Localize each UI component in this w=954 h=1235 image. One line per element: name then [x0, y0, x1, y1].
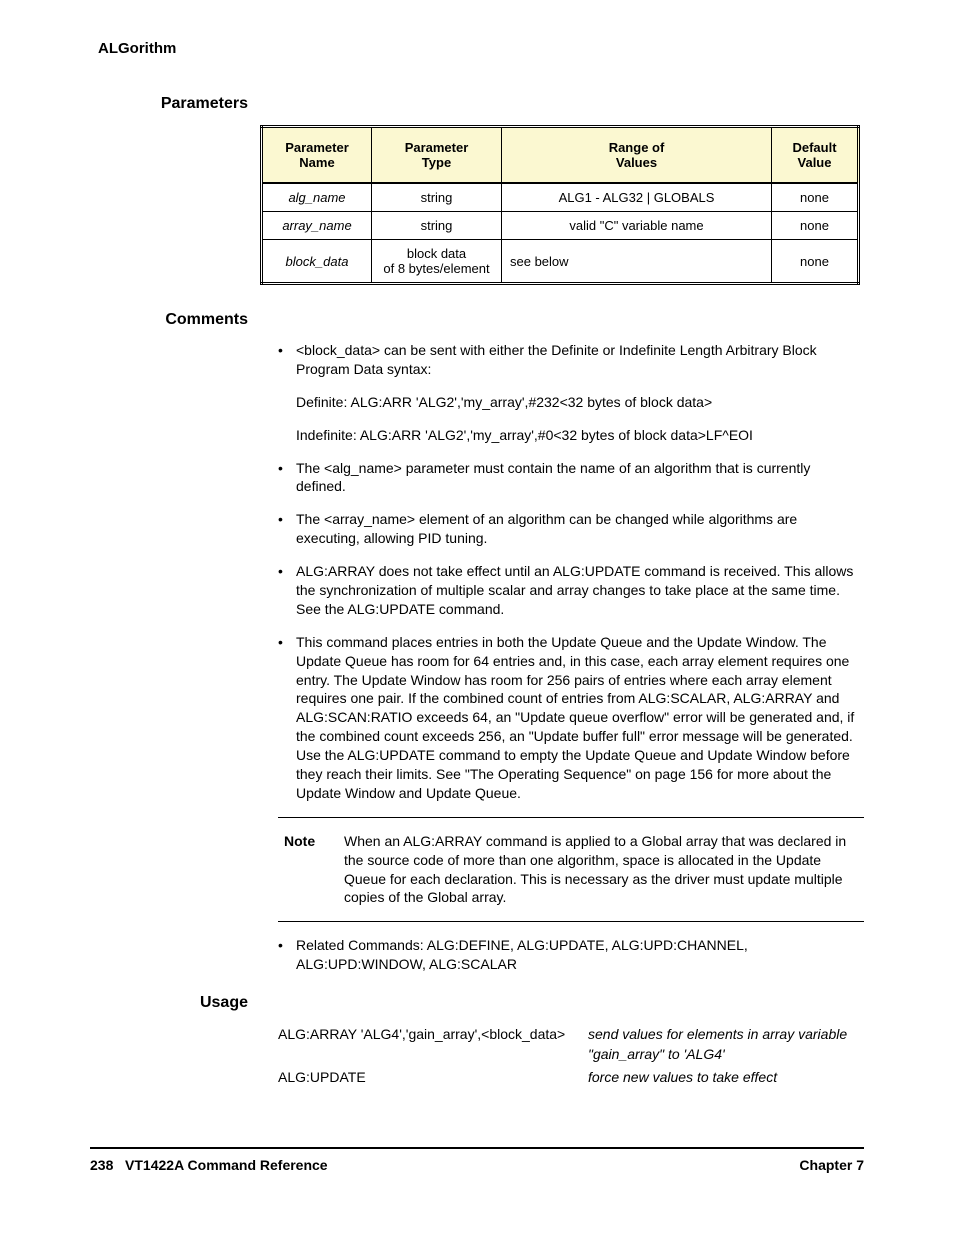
comment-item: • This command places entries in both th…	[278, 633, 864, 803]
comments-section: Comments	[90, 311, 864, 329]
table-row: alg_name string ALG1 - ALG32 | GLOBALS n…	[262, 183, 859, 212]
cell: string	[372, 212, 502, 240]
comment-text: The <alg_name> parameter must contain th…	[296, 459, 864, 497]
cell: none	[772, 240, 859, 284]
page: ALGorithm Parameters ParameterName Param…	[0, 0, 954, 1235]
usage-section: Usage	[90, 994, 864, 1012]
comment-text: This command places entries in both the …	[296, 633, 864, 803]
usage-row: ALG:UPDATE force new values to take effe…	[278, 1067, 864, 1087]
cell: none	[772, 183, 859, 212]
comment-text: ALG:ARRAY does not take effect until an …	[296, 562, 864, 619]
footer-chapter: Chapter 7	[799, 1157, 864, 1173]
note-block: Note When an ALG:ARRAY command is applie…	[278, 817, 864, 923]
comment-text: <block_data> can be sent with either the…	[296, 341, 864, 379]
cell: none	[772, 212, 859, 240]
cell: block dataof 8 bytes/element	[372, 240, 502, 284]
bullet: •	[278, 936, 296, 974]
parameters-label: Parameters	[161, 95, 248, 112]
bullet: •	[278, 510, 296, 548]
usage-desc: send values for elements in array variab…	[588, 1024, 864, 1065]
usage-label: Usage	[200, 994, 248, 1011]
section-label-col: Comments	[90, 311, 260, 329]
comment-item: • ALG:ARRAY does not take effect until a…	[278, 562, 864, 619]
footer: 238 VT1422A Command Reference Chapter 7	[90, 1147, 864, 1173]
table-header-row: ParameterName ParameterType Range ofValu…	[262, 127, 859, 184]
comment-item: • The <array_name> element of an algorit…	[278, 510, 864, 548]
parameters-table: ParameterName ParameterType Range ofValu…	[260, 125, 860, 285]
comment-item: • Related Commands: ALG:DEFINE, ALG:UPDA…	[278, 936, 864, 974]
note-rule-bottom	[278, 921, 864, 922]
footer-rule	[90, 1147, 864, 1149]
parameters-body	[260, 95, 864, 113]
section-label-col: Usage	[90, 994, 260, 1012]
bullet: •	[278, 459, 296, 497]
parameters-table-wrap: ParameterName ParameterType Range ofValu…	[260, 125, 864, 285]
example-line: Definite: ALG:ARR 'ALG2','my_array',#232…	[296, 393, 864, 412]
usage-body: ALG:ARRAY 'ALG4','gain_array',<block_dat…	[278, 1024, 864, 1087]
comment-item: • The <alg_name> parameter must contain …	[278, 459, 864, 497]
usage-cmd: ALG:ARRAY 'ALG4','gain_array',<block_dat…	[278, 1024, 588, 1065]
table-row: array_name string valid "C" variable nam…	[262, 212, 859, 240]
section-label-col: Parameters	[90, 95, 260, 113]
table-row: block_data block dataof 8 bytes/element …	[262, 240, 859, 284]
comment-item: • <block_data> can be sent with either t…	[278, 341, 864, 379]
cell: ALG1 - ALG32 | GLOBALS	[502, 183, 772, 212]
note-inner: Note When an ALG:ARRAY command is applie…	[278, 818, 864, 922]
comments-body: • <block_data> can be sent with either t…	[278, 341, 864, 803]
footer-title: VT1422A Command Reference	[125, 1157, 328, 1173]
comments-body-after-note: • Related Commands: ALG:DEFINE, ALG:UPDA…	[278, 936, 864, 974]
cell: see below	[502, 240, 772, 284]
usage-row: ALG:ARRAY 'ALG4','gain_array',<block_dat…	[278, 1024, 864, 1065]
note-label: Note	[284, 832, 344, 908]
bullet: •	[278, 341, 296, 379]
note-text: When an ALG:ARRAY command is applied to …	[344, 832, 858, 908]
comments-body-inline	[260, 311, 864, 329]
usage-desc: force new values to take effect	[588, 1067, 864, 1087]
comment-text: The <array_name> element of an algorithm…	[296, 510, 864, 548]
parameters-section: Parameters	[90, 95, 864, 113]
usage-body-inline	[260, 994, 864, 1012]
usage-cmd: ALG:UPDATE	[278, 1067, 588, 1087]
bullet: •	[278, 562, 296, 619]
cell: array_name	[262, 212, 372, 240]
col-header: DefaultValue	[772, 127, 859, 184]
footer-left: 238 VT1422A Command Reference	[90, 1157, 328, 1173]
example-line: Indefinite: ALG:ARR 'ALG2','my_array',#0…	[296, 426, 864, 445]
cell: valid "C" variable name	[502, 212, 772, 240]
col-header: Range ofValues	[502, 127, 772, 184]
cell: block_data	[262, 240, 372, 284]
page-number: 238	[90, 1157, 113, 1173]
col-header: ParameterType	[372, 127, 502, 184]
comments-label: Comments	[165, 311, 248, 328]
subsystem-header: ALGorithm	[98, 40, 864, 57]
col-header: ParameterName	[262, 127, 372, 184]
footer-row: 238 VT1422A Command Reference Chapter 7	[90, 1157, 864, 1173]
cell: string	[372, 183, 502, 212]
cell: alg_name	[262, 183, 372, 212]
bullet: •	[278, 633, 296, 803]
comment-text: Related Commands: ALG:DEFINE, ALG:UPDATE…	[296, 936, 864, 974]
